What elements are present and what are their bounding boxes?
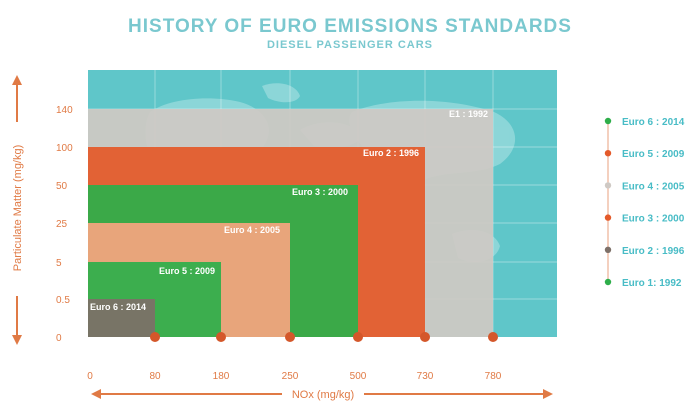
axis-dot-730	[420, 332, 430, 342]
x-tick-80: 80	[149, 371, 161, 382]
chart-subtitle: DIESEL PASSENGER CARS	[266, 39, 434, 51]
axis-dot-180	[216, 332, 226, 342]
legend-label-euro-6-2014: Euro 6 : 2014	[622, 117, 685, 128]
region-label-euro-3-2000: Euro 3 : 2000	[292, 187, 348, 197]
region-label-euro-4-2005: Euro 4 : 2005	[224, 225, 280, 235]
axis-dot-250	[285, 332, 295, 342]
region-euro-6-2014	[88, 299, 155, 337]
x-tick-730: 730	[417, 371, 434, 382]
x-tick-180: 180	[213, 371, 230, 382]
x-tick-250: 250	[282, 371, 299, 382]
y-tick-5: 5	[56, 258, 62, 269]
y-tick-50: 50	[56, 181, 68, 192]
axis-dot-500	[353, 332, 363, 342]
legend-label-euro-5-2009: Euro 5 : 2009	[622, 149, 685, 160]
y-axis-label: Particulate Matter (mg/kg)	[12, 145, 24, 272]
legend-dot-euro-4-2005	[604, 182, 612, 189]
x-axis-label: NOx (mg/kg)	[292, 389, 354, 401]
region-label-euro-2-1996: Euro 2 : 1996	[363, 148, 419, 158]
legend-label-euro-1-1992: Euro 1: 1992	[622, 278, 682, 289]
x-tick-0: 0	[87, 371, 93, 382]
legend-dot-euro-6-2014	[604, 117, 612, 125]
legend-label-euro-3-2000: Euro 3 : 2000	[622, 214, 685, 225]
y-tick-0: 0	[56, 333, 62, 344]
axis-dot-80	[150, 332, 160, 342]
x-tick-780: 780	[485, 371, 502, 382]
y-tick-100: 100	[56, 143, 73, 154]
axis-dot-780	[488, 332, 498, 342]
legend-dot-euro-1-1992	[604, 278, 612, 286]
legend-dot-euro-3-2000	[604, 214, 612, 221]
y-tick-140: 140	[56, 105, 73, 116]
legend-dot-euro-2-1996	[604, 246, 612, 253]
chart-title: HISTORY OF EURO EMISSIONS STANDARDS	[128, 16, 572, 37]
y-tick-25: 25	[56, 219, 68, 230]
region-label-euro-6-2014: Euro 6 : 2014	[90, 302, 146, 312]
region-label-e1-1992: E1 : 1992	[449, 109, 488, 119]
legend-label-euro-4-2005: Euro 4 : 2005	[622, 181, 685, 192]
legend-dot-euro-5-2009	[604, 150, 612, 157]
y-tick-0-5: 0.5	[56, 295, 70, 306]
x-tick-500: 500	[350, 371, 367, 382]
region-label-euro-5-2009: Euro 5 : 2009	[159, 266, 215, 276]
legend-label-euro-2-1996: Euro 2 : 1996	[622, 246, 685, 257]
